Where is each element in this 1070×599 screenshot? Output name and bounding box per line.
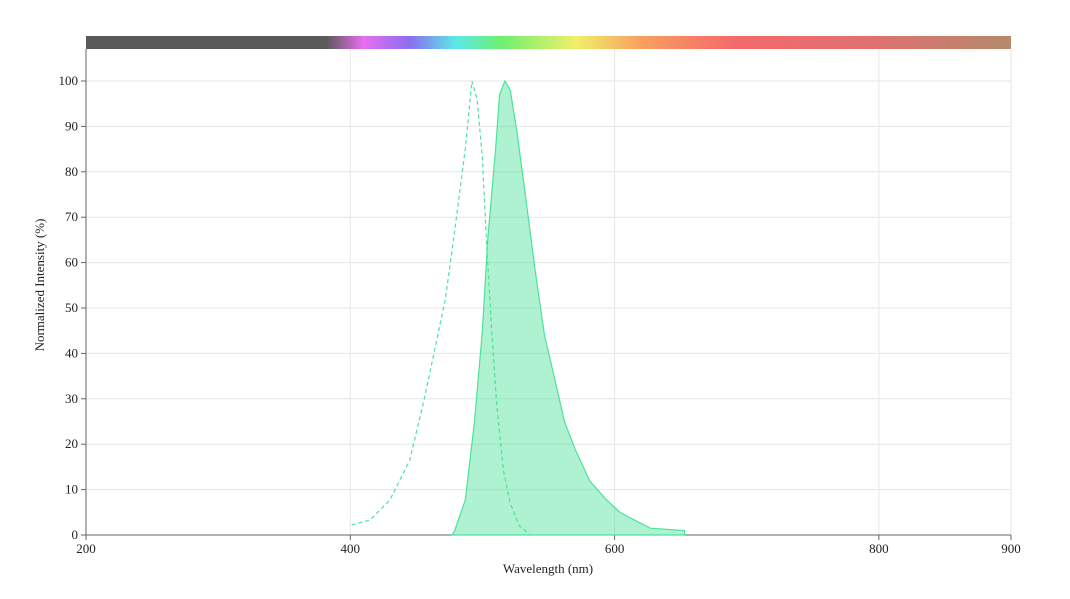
y-tick-label: 0 — [72, 527, 79, 542]
y-tick-label: 70 — [65, 209, 78, 224]
y-tick-label: 30 — [65, 391, 78, 406]
x-tick-label: 800 — [869, 541, 889, 556]
x-tick-label: 400 — [341, 541, 361, 556]
emission-area — [450, 79, 686, 536]
y-tick-label: 100 — [59, 73, 79, 88]
x-tick-label: 900 — [1001, 541, 1021, 556]
y-tick-label: 80 — [65, 164, 78, 179]
excitation-line — [351, 80, 531, 536]
y-tick-label: 20 — [65, 436, 78, 451]
x-axis-label: Wavelength (nm) — [503, 561, 593, 576]
spectrum-bar — [86, 36, 1011, 49]
x-tick-label: 600 — [605, 541, 625, 556]
y-axis-label: Normalized Intensity (%) — [32, 219, 47, 352]
y-tick-label: 90 — [65, 118, 78, 133]
y-tick-label: 60 — [65, 255, 78, 270]
y-tick-label: 50 — [65, 300, 78, 315]
y-tick-label: 10 — [65, 482, 78, 497]
y-tick-label: 40 — [65, 345, 78, 360]
x-tick-label: 200 — [76, 541, 96, 556]
